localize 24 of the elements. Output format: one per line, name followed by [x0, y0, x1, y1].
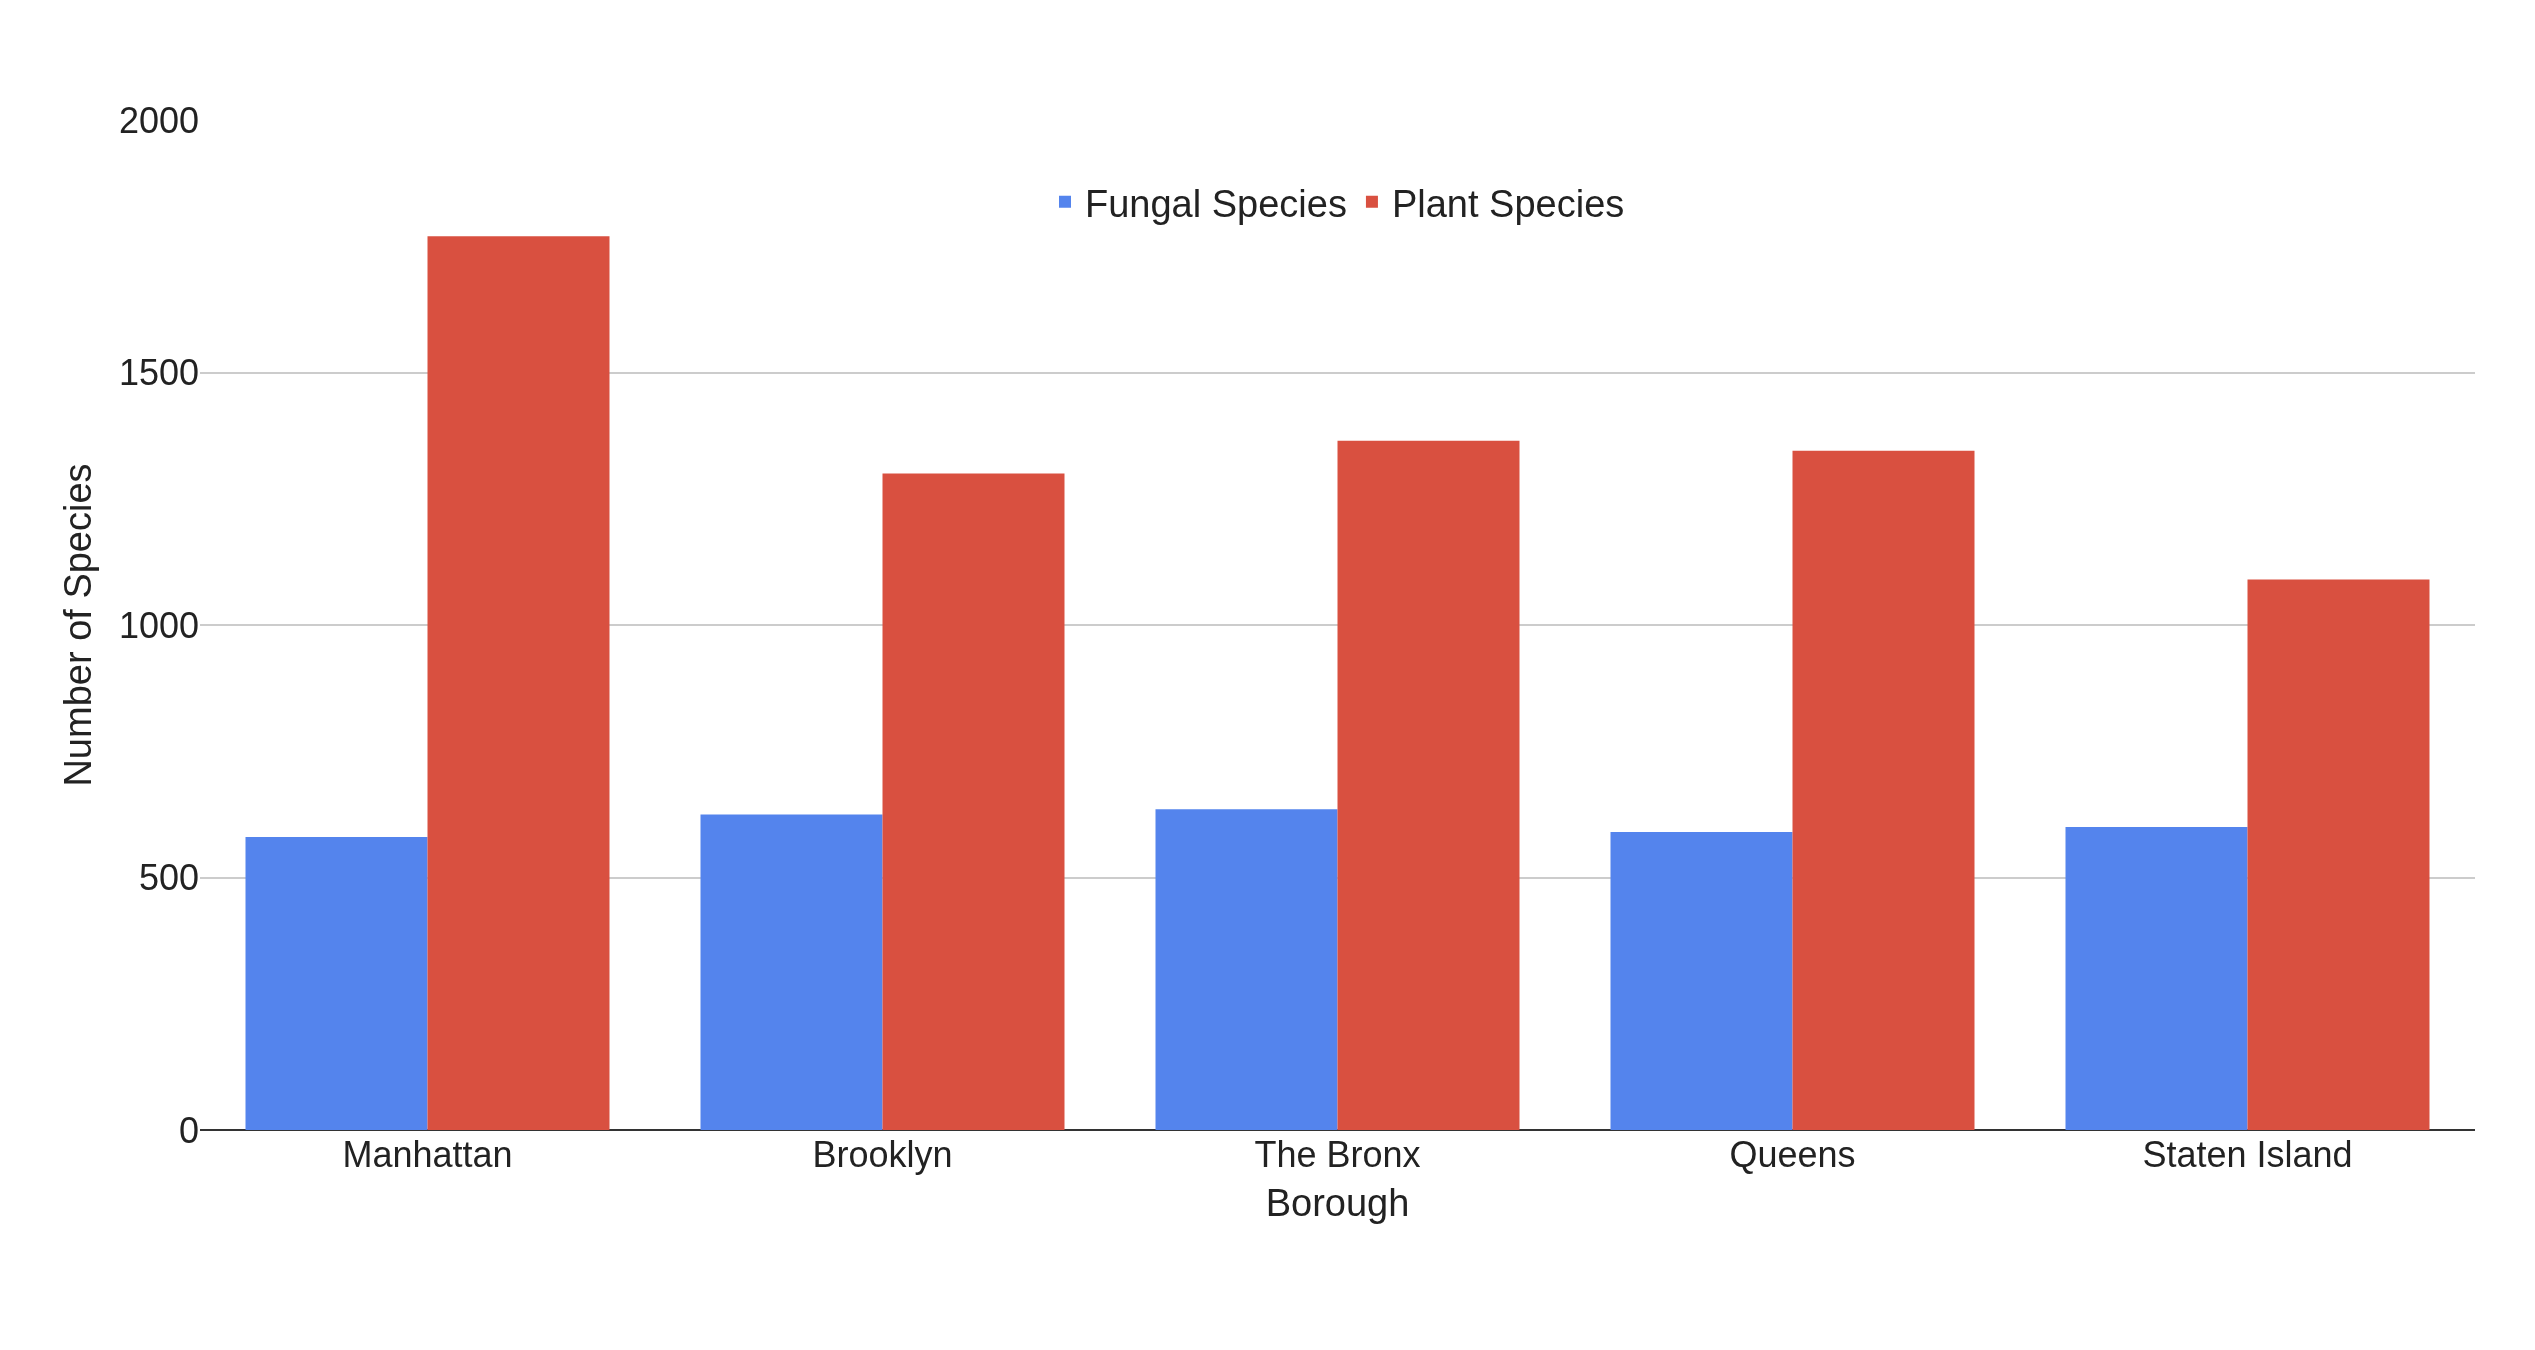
- y-tick-label: 1500: [118, 352, 199, 394]
- x-axis-title: Borough: [1265, 1182, 1410, 1225]
- y-axis-title: Number of Species: [57, 463, 100, 787]
- y-tick-label: 1000: [118, 604, 199, 646]
- x-tick-label: Queens: [1729, 1134, 1856, 1175]
- bar: [245, 837, 428, 1130]
- bar: [700, 814, 883, 1130]
- legend-label: Plant Species: [1391, 182, 1625, 225]
- bar: [2247, 579, 2430, 1130]
- bar: [427, 236, 610, 1130]
- bar: [1792, 450, 1975, 1130]
- y-tick-label: 0: [178, 1109, 199, 1151]
- x-tick-label: Manhattan: [342, 1134, 513, 1175]
- y-tick-label: 2000: [118, 99, 199, 141]
- bar: [1155, 809, 1338, 1130]
- bar: [1337, 440, 1520, 1130]
- bar: [2065, 827, 2248, 1130]
- bar: [882, 473, 1065, 1130]
- legend-label: Fungal Species: [1085, 182, 1347, 225]
- x-tick-label: Brooklyn: [812, 1134, 953, 1175]
- x-tick-label: Staten Island: [2142, 1134, 2353, 1175]
- x-tick-label: The Bronx: [1254, 1134, 1421, 1175]
- y-tick-label: 500: [138, 857, 199, 899]
- bar: [1610, 832, 1793, 1130]
